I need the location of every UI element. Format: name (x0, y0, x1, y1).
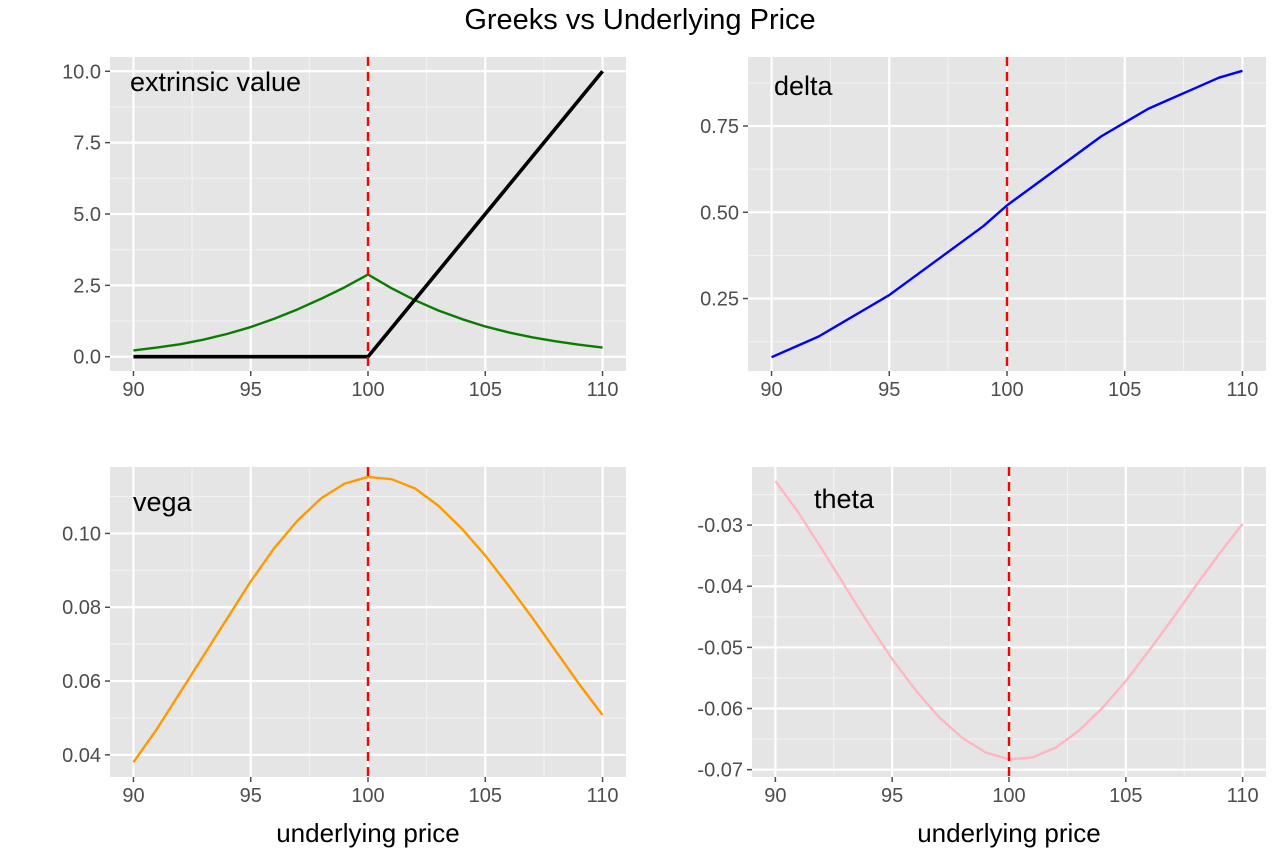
x-tick-label: 105 (469, 379, 502, 401)
x-tick-label: 95 (240, 379, 262, 401)
panel-label-vega: vega (133, 487, 193, 517)
x-tick-label: 90 (122, 785, 144, 807)
x-tick-label: 100 (990, 379, 1023, 401)
y-tick-label: 0.0 (73, 347, 101, 369)
x-tick-label: 95 (240, 785, 262, 807)
x-tick-label: 100 (351, 785, 384, 807)
figure-title: Greeks vs Underlying Price (464, 4, 816, 36)
x-tick-label: 95 (878, 379, 900, 401)
y-tick-label: 0.04 (62, 745, 101, 767)
x-tick-label: 90 (764, 785, 786, 807)
series-line (132, 475, 604, 763)
y-tick-label: -0.06 (697, 699, 743, 721)
x-tick-label: 110 (587, 785, 619, 807)
y-tick-label: 0.10 (62, 523, 101, 545)
x-tick-label: 90 (122, 379, 144, 401)
y-tick-label: 0.06 (62, 671, 101, 693)
panel-vega: 90 95 100 105 110 0.04 0.06 0.08 0.10 vega underly… (62, 467, 626, 848)
panel-label-extrinsic-value: extrinsic value (130, 67, 301, 97)
y-tick-label: 0.25 (700, 289, 739, 311)
x-tick-label: 90 (760, 379, 782, 401)
series-line (771, 69, 1243, 359)
x-tick-label: 110 (587, 379, 619, 401)
y-tick-label: 0.08 (62, 597, 101, 619)
panel-extrinsic-value: 90 95 100 105 110 0.0 2.5 5.0 7.5 10.0 extrinsic v… (62, 57, 626, 401)
y-tick-label: 0.75 (700, 116, 739, 138)
y-tick-label: -0.07 (697, 760, 743, 782)
x-axis-title: underlying price (917, 818, 1101, 848)
y-tick-label: 0.50 (700, 202, 739, 224)
y-tick-label: -0.03 (697, 515, 743, 537)
y-tick-label: 2.5 (73, 275, 101, 297)
x-tick-label: 105 (1109, 785, 1142, 807)
x-tick-label: 110 (1227, 379, 1259, 401)
y-tick-label: 7.5 (73, 133, 101, 155)
x-tick-label: 100 (992, 785, 1025, 807)
x-tick-label: 110 (1227, 785, 1259, 807)
panel-label-delta: delta (774, 71, 834, 101)
y-tick-label: 10.0 (62, 61, 101, 83)
panel-delta: 90 95 100 105 110 0.25 0.50 0.75 delta (700, 57, 1266, 401)
y-tick-label: -0.04 (697, 576, 743, 598)
panel-theta: 90 95 100 105 110 -0.07 -0.06 -0.05 -0.04 -0.03 th… (697, 467, 1266, 848)
y-tick-label: -0.05 (697, 637, 743, 659)
panel-label-theta: theta (814, 484, 875, 514)
x-tick-label: 105 (469, 785, 502, 807)
x-axis-title: underlying price (276, 818, 460, 848)
x-tick-label: 105 (1108, 379, 1141, 401)
y-tick-label: 5.0 (73, 204, 101, 226)
x-tick-label: 100 (351, 379, 384, 401)
x-tick-label: 95 (881, 785, 903, 807)
series-line (133, 70, 604, 359)
